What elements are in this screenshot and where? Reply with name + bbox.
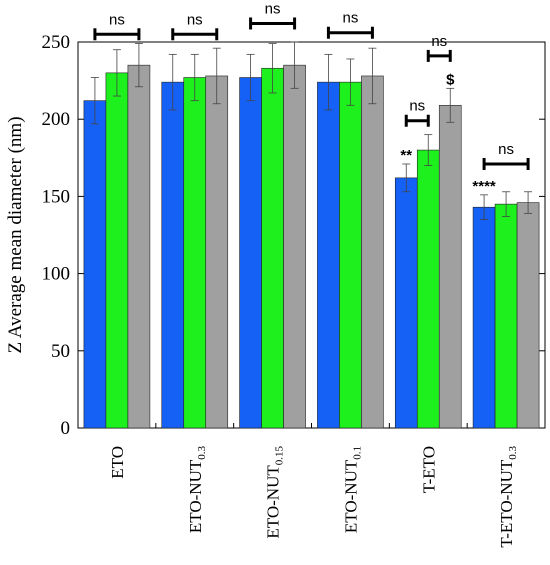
bar-3-2 (361, 75, 384, 429)
bar-4-1 (416, 149, 440, 429)
plot-area: 0 50 100 150 200 250 Z Average mean diameter (… (5, 0, 546, 548)
y-tick-label-3: 150 (42, 186, 71, 207)
bar-0-0 (83, 100, 107, 429)
y-tick-label-2: 100 (42, 264, 71, 285)
sig-label-0: ns (109, 11, 125, 28)
sig-label-2: ns (265, 0, 281, 17)
bar-1-0 (161, 81, 185, 429)
bar-2-1 (261, 67, 284, 429)
bar-3-1 (339, 81, 362, 429)
sig-label-4: ns (409, 98, 425, 115)
category-label-4: T-ETO (419, 446, 438, 493)
sig-marker-1: $ (446, 71, 455, 88)
y-axis-title: Z Average mean diameter (nm) (5, 116, 26, 353)
y-tick-label-1: 50 (51, 341, 70, 362)
bar-2-2 (283, 64, 306, 429)
bar-0-1 (105, 72, 129, 429)
bar-3-0 (317, 81, 340, 429)
sig-label-3: ns (342, 10, 358, 27)
sig-label-6: ns (498, 141, 514, 158)
bar-1-1 (183, 77, 207, 429)
sig-marker-0: ** (400, 147, 412, 164)
y-tick-label-0: 0 (61, 418, 71, 439)
bar-5-1 (494, 203, 518, 429)
bar-0-2 (127, 64, 151, 429)
y-tick-label-5: 250 (42, 32, 71, 53)
sig-marker-2: **** (472, 178, 496, 195)
bar-1-2 (205, 75, 229, 429)
y-tick-label-4: 200 (42, 109, 71, 130)
category-label-2: ETO-NUT0.15 (264, 446, 286, 539)
bar-4-0 (394, 177, 418, 429)
bar-2-0 (239, 77, 262, 429)
sig-label-5: ns (431, 33, 447, 50)
sig-label-1: ns (187, 11, 203, 28)
bar-5-2 (516, 202, 540, 429)
bar-4-2 (438, 105, 462, 429)
category-label-3: ETO-NUT0.1 (341, 446, 363, 533)
category-label-5: T-ETO-NUT0.3 (497, 446, 519, 548)
category-label-1: ETO-NUT0.3 (186, 446, 208, 534)
category-label-0: ETO (108, 446, 127, 479)
bar-5-0 (472, 206, 496, 429)
